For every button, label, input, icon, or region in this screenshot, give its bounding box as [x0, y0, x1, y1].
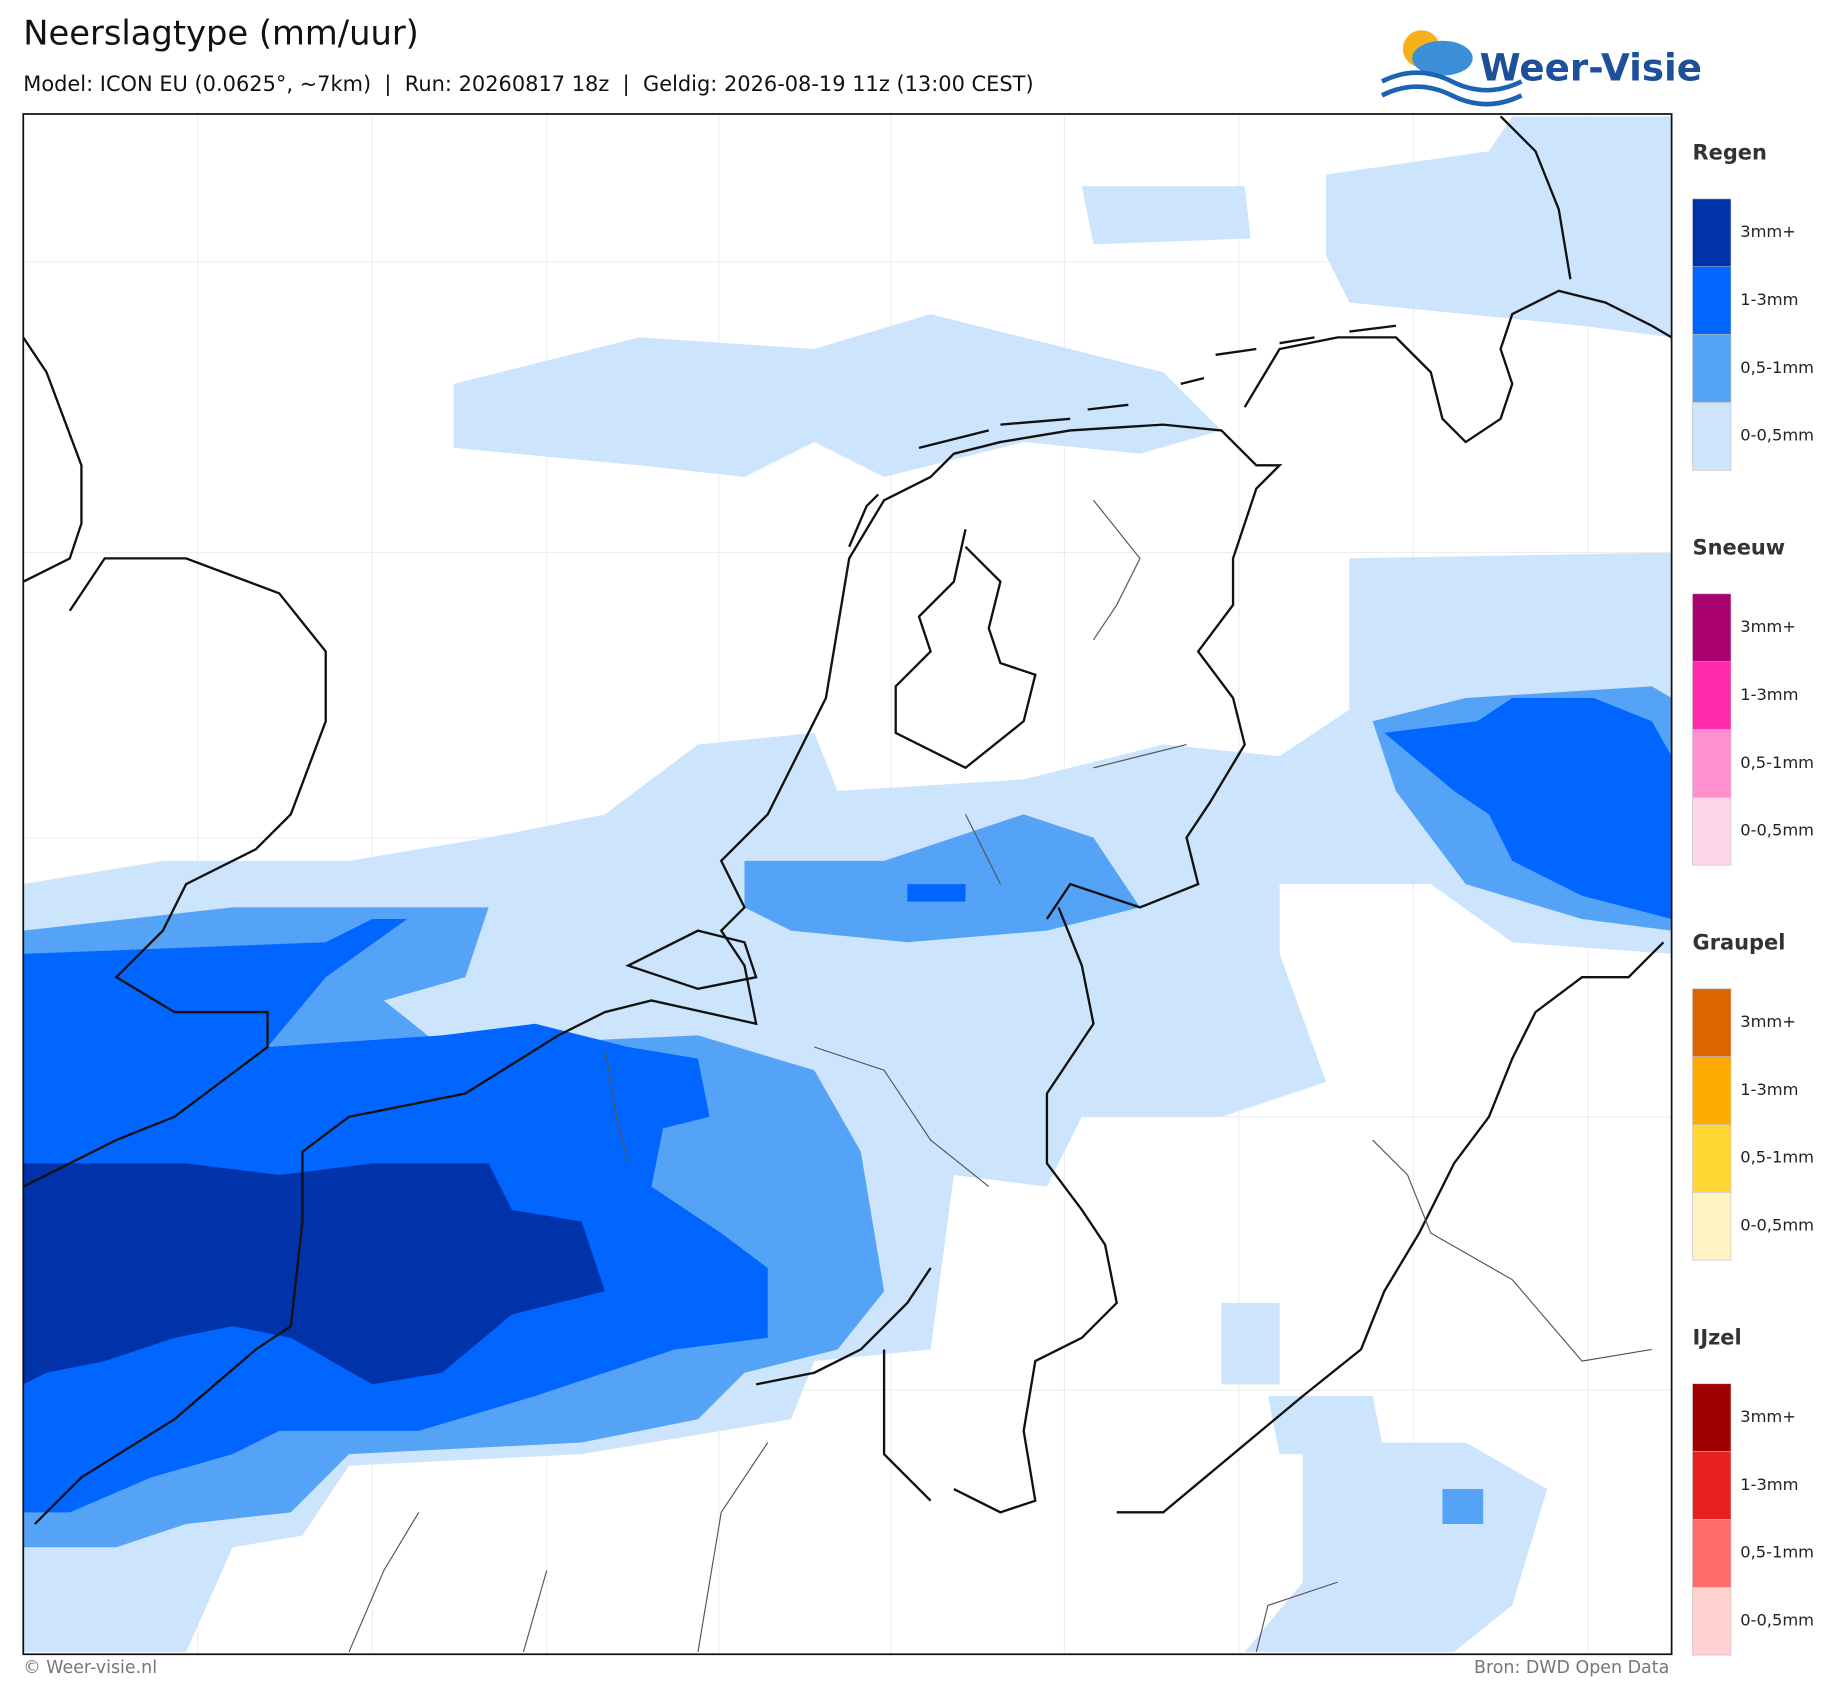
legend-swatch: [1692, 334, 1732, 403]
legend-swatch: [1692, 266, 1732, 335]
legend-swatch: [1692, 593, 1732, 662]
legend-label: 0,5-1mm: [1740, 1148, 1814, 1167]
legend-label: 1-3mm: [1740, 1475, 1798, 1494]
legend-swatch: [1692, 1451, 1732, 1520]
title: Neerslagtype (mm/uur): [23, 13, 419, 52]
map: [22, 113, 1673, 1656]
legend-swatch: [1692, 1124, 1732, 1193]
legend-swatch: [1692, 402, 1732, 471]
legend-swatch: [1692, 1586, 1732, 1656]
legend-label: 0-0,5mm: [1740, 821, 1814, 840]
legend-label: 3mm+: [1740, 1407, 1796, 1426]
legend-title: IJzel: [1693, 1325, 1742, 1349]
legend-label: 1-3mm: [1740, 290, 1798, 309]
logo: Weer-Visie: [1380, 30, 1702, 107]
borders: [348, 499, 1665, 1653]
subtitle: Model: ICON EU (0.0625°, ~7km) | Run: 20…: [23, 72, 1033, 97]
legend-label: 0-0,5mm: [1740, 1610, 1814, 1629]
footer-right: Bron: DWD Open Data: [1474, 1658, 1669, 1678]
legend-title: Graupel: [1693, 930, 1786, 954]
legend-swatch: [1692, 729, 1732, 798]
footer-left: © Weer-visie.nl: [23, 1658, 157, 1678]
legend-title: Regen: [1693, 141, 1767, 165]
legend-label: 1-3mm: [1740, 1080, 1798, 1099]
legend-label: 0,5-1mm: [1740, 358, 1814, 377]
legend-swatch: [1692, 1519, 1732, 1588]
legend-label: 0-0,5mm: [1740, 426, 1814, 445]
legend-label: 3mm+: [1740, 617, 1796, 636]
legend-label: 1-3mm: [1740, 685, 1798, 704]
legend-label: 0-0,5mm: [1740, 1216, 1814, 1235]
legend-swatch: [1692, 198, 1732, 268]
logo-text: Weer-Visie: [1480, 45, 1702, 89]
legend-swatch: [1692, 661, 1732, 730]
coastlines: [23, 115, 1672, 1525]
legend-title: Sneeuw: [1693, 536, 1786, 560]
legend: Regen 3mm+ 1-3mm 0,5-1mm 0-0,5mm Sneeuw 3mm+ 1-…: [1692, 141, 1814, 1656]
legend-swatch: [1692, 1191, 1732, 1261]
legend-swatch: [1692, 1056, 1732, 1125]
map-frame: [22, 113, 1673, 1656]
legend-label: 3mm+: [1740, 1012, 1796, 1031]
legend-swatch: [1692, 797, 1732, 866]
legend-swatch: [1692, 1383, 1732, 1452]
precip-areas: [23, 116, 1672, 1652]
legend-label: 3mm+: [1740, 222, 1796, 241]
legend-label: 0,5-1mm: [1740, 1543, 1814, 1562]
legend-swatch: [1692, 988, 1732, 1057]
legend-label: 0,5-1mm: [1740, 753, 1814, 772]
